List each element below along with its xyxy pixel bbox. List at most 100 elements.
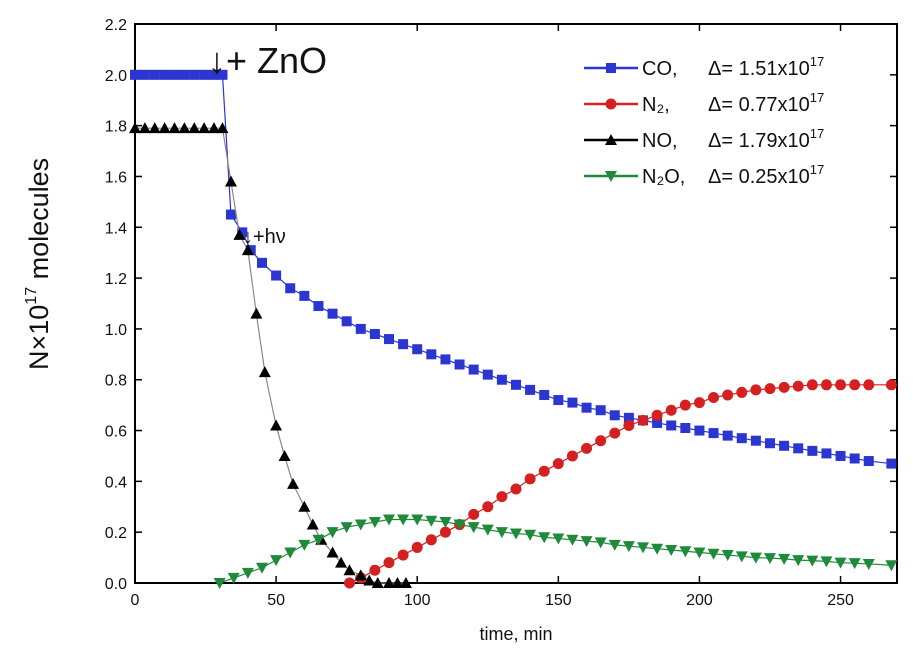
legend-delta: Δ= 1.79x1017 — [708, 126, 824, 152]
data-point — [793, 443, 804, 454]
data-point — [312, 534, 325, 546]
plot-frame — [134, 23, 898, 584]
y-tick-label: 2.0 — [105, 68, 127, 85]
legend-label: N₂O, — [642, 166, 685, 188]
data-point — [278, 449, 291, 461]
data-point — [327, 308, 338, 319]
data-point — [779, 440, 790, 451]
data-point — [369, 328, 380, 339]
x-tick-label: 50 — [267, 592, 285, 609]
data-point — [623, 412, 634, 423]
x-tick-label: 150 — [545, 592, 572, 609]
data-point — [398, 339, 409, 350]
data-point — [130, 69, 140, 80]
data-point — [524, 473, 536, 485]
data-point — [622, 541, 635, 553]
data-point — [680, 423, 691, 434]
data-point — [412, 344, 423, 355]
data-point — [468, 364, 479, 375]
data-point — [313, 301, 324, 312]
data-point — [651, 543, 664, 555]
legend-marker — [605, 134, 617, 145]
data-point — [285, 283, 296, 294]
data-point — [807, 445, 818, 456]
data-point — [679, 546, 692, 558]
data-point — [764, 383, 776, 395]
series-line — [135, 74, 892, 465]
data-point — [835, 379, 847, 391]
data-point — [169, 69, 180, 80]
data-point — [722, 389, 734, 401]
legend-label: N₂, — [642, 94, 670, 116]
data-point — [665, 404, 677, 416]
data-point — [271, 270, 282, 281]
data-point — [835, 450, 846, 461]
legend-item-n2o: N₂O, Δ= 0.25x1017 — [584, 162, 824, 188]
data-point — [708, 428, 719, 439]
data-point — [298, 500, 311, 512]
data-point — [693, 397, 705, 409]
annotation-light: ↓+hν — [243, 226, 286, 248]
y-tick-label: 0.4 — [105, 474, 127, 491]
data-point — [257, 257, 267, 268]
data-point — [168, 122, 181, 134]
data-point — [439, 517, 452, 529]
data-point — [399, 577, 412, 588]
data-point — [189, 69, 200, 80]
data-point — [821, 448, 832, 459]
data-point — [722, 430, 733, 441]
data-point — [298, 539, 311, 551]
data-point — [495, 527, 508, 539]
data-point — [256, 562, 268, 574]
data-point — [581, 442, 593, 454]
data-point — [425, 515, 438, 527]
data-point — [792, 555, 805, 567]
series-line — [349, 384, 892, 584]
data-point — [708, 392, 720, 404]
data-point — [426, 349, 437, 360]
data-point — [482, 369, 493, 380]
data-point — [581, 402, 592, 413]
data-point — [849, 379, 861, 391]
data-point — [820, 379, 832, 391]
series-line — [135, 127, 406, 584]
data-point — [750, 435, 761, 446]
data-point — [326, 546, 339, 558]
data-point — [496, 491, 508, 503]
data-point — [552, 458, 564, 470]
x-tick-label: 250 — [827, 592, 854, 609]
legend-item-n2: N₂, Δ= 0.77x1017 — [584, 90, 824, 116]
y-tick-label: 1.0 — [105, 322, 127, 339]
data-point — [580, 536, 593, 548]
data-point — [343, 564, 356, 576]
legend-delta: Δ= 0.25x1017 — [708, 162, 824, 188]
y-tick-label: 1.2 — [105, 271, 127, 288]
data-point — [721, 550, 734, 562]
data-point — [806, 555, 819, 567]
data-point — [750, 384, 762, 396]
data-point — [749, 552, 762, 564]
legend-marker — [606, 63, 616, 73]
data-point — [340, 522, 353, 534]
data-point — [159, 69, 170, 80]
data-point — [609, 427, 621, 439]
legend-item-no: NO, Δ= 1.79x1017 — [584, 126, 824, 152]
series-line — [219, 518, 892, 584]
data-point — [241, 567, 254, 579]
data-point — [637, 542, 649, 554]
data-point — [425, 534, 437, 546]
data-point — [369, 564, 381, 576]
data-point — [227, 572, 240, 584]
y-axis-label: N×1017 molecules — [23, 158, 54, 370]
data-point — [326, 527, 339, 539]
data-point — [736, 433, 747, 444]
data-point — [834, 557, 847, 569]
data-point — [848, 558, 861, 570]
data-point — [383, 557, 395, 569]
data-point — [258, 366, 271, 378]
x-tick-label: 200 — [686, 592, 713, 609]
data-point — [735, 551, 748, 563]
data-point — [287, 477, 300, 489]
x-tick-label: 0 — [131, 592, 140, 609]
data-point — [217, 69, 228, 80]
